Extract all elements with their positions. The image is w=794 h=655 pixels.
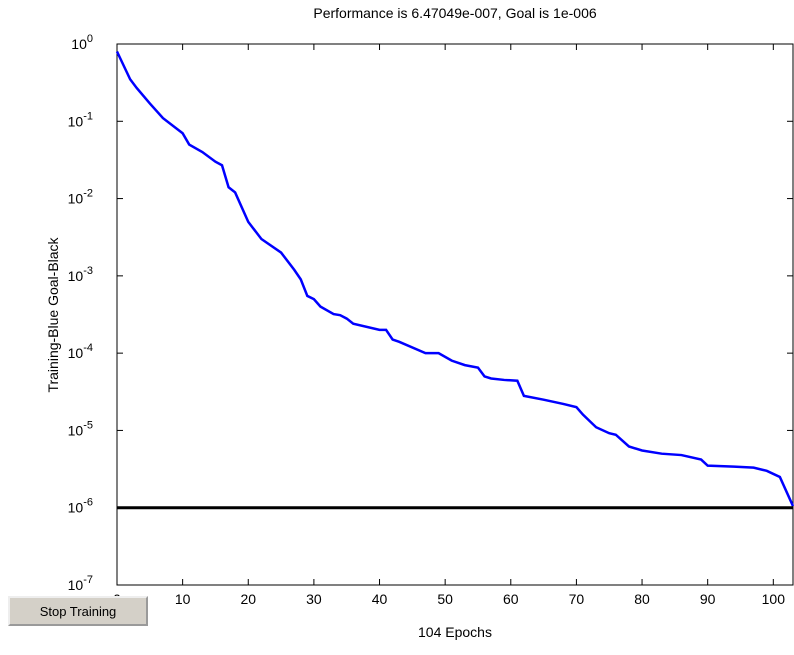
x-tick-label: 70 (569, 591, 585, 607)
x-axis-label: 104 Epochs (418, 624, 492, 640)
x-tick-label: 90 (700, 591, 716, 607)
x-tick-label: 80 (634, 591, 650, 607)
y-axis-label: Training-Blue Goal-Black (45, 236, 61, 392)
y-tick-label: 10-5 (68, 419, 93, 438)
series-line (115, 50, 794, 507)
x-tick-label: 20 (240, 591, 256, 607)
x-tick-label: 50 (437, 591, 453, 607)
y-tick-label: 10-6 (68, 497, 93, 516)
x-tick-label: 60 (503, 591, 519, 607)
y-tick-label: 10-2 (68, 188, 93, 207)
y-tick-label: 10-3 (68, 265, 93, 284)
y-tick-label: 10-1 (68, 110, 93, 129)
y-tick-label: 10-4 (68, 342, 93, 361)
y-tick-label: 100 (71, 33, 93, 52)
chart-title: Performance is 6.47049e-007, Goal is 1e-… (313, 5, 596, 21)
stop-training-button[interactable]: Stop Training (8, 596, 148, 626)
x-tick-label: 10 (175, 591, 191, 607)
x-tick-label: 40 (372, 591, 388, 607)
plot-area (116, 43, 794, 586)
y-tick-label: 10-7 (68, 574, 93, 593)
x-tick-label: 100 (762, 591, 786, 607)
x-tick-label: 30 (306, 591, 322, 607)
